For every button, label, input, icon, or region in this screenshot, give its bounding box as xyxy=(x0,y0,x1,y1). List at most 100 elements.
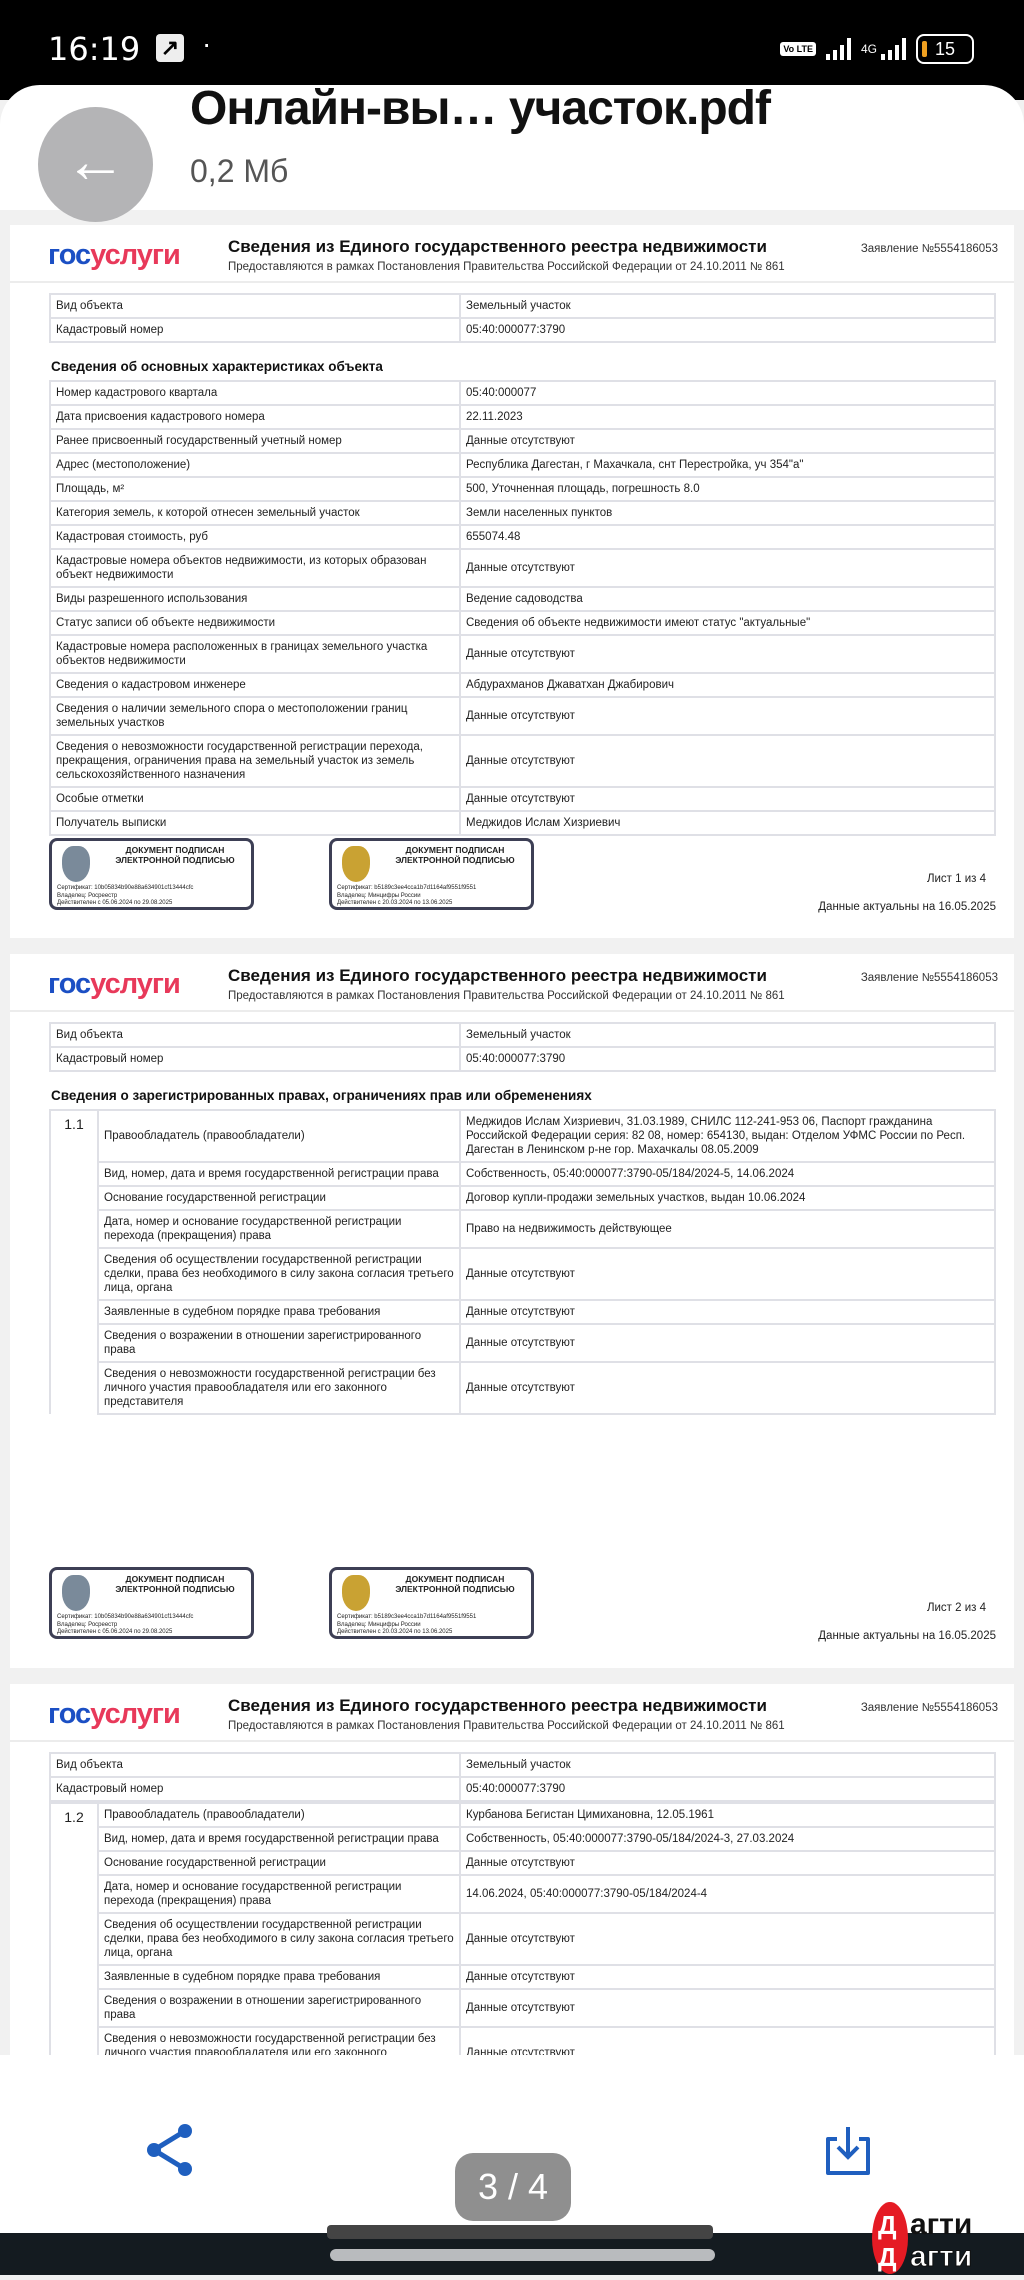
file-size: 0,2 Мб xyxy=(190,153,289,189)
field-value: 05:40:000077:3790 xyxy=(459,317,996,343)
application-number: Заявление №5554186053 xyxy=(860,243,998,255)
field-value: Данные отсутствуют xyxy=(459,1964,996,1990)
field-label: Сведения о кадастровом инженере xyxy=(49,672,461,698)
emblem-icon xyxy=(62,1575,90,1611)
field-value: Данные отсутствуют xyxy=(459,1850,996,1876)
table-row: Дата, номер и основание государственной … xyxy=(50,1874,996,1914)
field-value: Данные отсутствуют xyxy=(459,1912,996,1966)
file-title: Онлайн-вы… участок.pdf xyxy=(190,82,771,135)
field-value: Земельный участок xyxy=(459,1752,996,1778)
field-label: Кадастровый номер xyxy=(49,1776,461,1802)
field-value: 14.06.2024, 05:40:000077:3790-05/184/202… xyxy=(459,1874,996,1914)
table-row: Сведения о кадастровом инженере Абдурахма… xyxy=(49,672,996,698)
table-row: Площадь, м² 500, Уточненная площадь, погр… xyxy=(49,476,996,502)
field-value: Сведения об объекте недвижимости имеют с… xyxy=(459,610,996,636)
field-label: Основание государственной регистрации xyxy=(97,1850,461,1876)
table-row: 1.1 Правообладатель (правообладатели) Медж… xyxy=(49,1109,996,1414)
section-heading: Сведения о зарегистрированных правах, ог… xyxy=(51,1088,592,1103)
sheet-number: Лист 1 из 4 xyxy=(926,873,986,885)
scrollbar[interactable] xyxy=(327,2225,713,2239)
table-row: Сведения о невозможности государственной… xyxy=(50,1361,996,1415)
field-label: Кадастровая стоимость, руб xyxy=(49,524,461,550)
volte-icon: Vo LTE xyxy=(780,42,816,56)
table-row: Сведения о невозможности государственной… xyxy=(50,2026,996,2055)
stamp-validity: Действителен с 20.03.2024 по 13.06.2025 xyxy=(337,1629,453,1635)
field-label: Особые отметки xyxy=(49,786,461,812)
pdf-page: госуслуги Сведения из Единого государств… xyxy=(10,954,1014,1668)
field-value: Ведение садоводства xyxy=(459,586,996,612)
table-row: Вид объекта Земельный участок xyxy=(49,293,996,319)
stamp-validity: Действителен с 05.06.2024 по 29.08.2025 xyxy=(57,1629,173,1635)
field-label: Правообладатель (правообладатели) xyxy=(97,1109,461,1163)
info-table: Вид объекта Земельный участок Кадастровый … xyxy=(49,1022,996,1072)
download-button[interactable] xyxy=(823,2125,873,2182)
table-row: 1.2 Правообладатель (правообладатели) Курб… xyxy=(49,1802,996,2055)
info-table: Номер кадастрового квартала 05:40:000077 Д… xyxy=(49,380,996,836)
notification-dot-icon: · xyxy=(202,28,212,59)
table-row: Сведения о возражении в отношении зареги… xyxy=(50,1323,996,1363)
table-row: Виды разрешенного использования Ведение с… xyxy=(49,586,996,612)
table-row: Кадастровые номера расположенных в грани… xyxy=(49,634,996,674)
field-value: Абдурахманов Джаватхан Джабирович xyxy=(459,672,996,698)
field-label: Сведения об осуществлении государственно… xyxy=(97,1912,461,1966)
table-row: Вид объекта Земельный участок xyxy=(49,1022,996,1048)
stamp-owner: Владелец: Росреестр xyxy=(57,892,118,899)
svg-text:агти: агти xyxy=(910,2240,972,2273)
document-subtitle: Предоставляются в рамках Постановления П… xyxy=(228,261,785,273)
field-value: Данные отсутствуют xyxy=(459,428,996,454)
field-label: Правообладатель (правообладатели) xyxy=(97,1802,461,1828)
field-label: Сведения об осуществлении государственно… xyxy=(97,1247,461,1301)
e-signature-stamp: ДОКУМЕНТ ПОДПИСАН ЭЛЕКТРОННОЙ ПОДПИСЬЮ С… xyxy=(329,838,534,910)
table-row: Ранее присвоенный государственный учетны… xyxy=(49,428,996,454)
stamp-owner: Владелец: Минцифры России xyxy=(337,1621,421,1628)
home-indicator[interactable] xyxy=(330,2249,715,2261)
e-signature-stamp: ДОКУМЕНТ ПОДПИСАН ЭЛЕКТРОННОЙ ПОДПИСЬЮ С… xyxy=(49,838,254,910)
back-button[interactable]: ← xyxy=(38,107,153,222)
svg-text:агти: агти xyxy=(910,2208,972,2241)
field-value: Данные отсутствуют xyxy=(459,634,996,674)
table-row: Сведения о наличии земельного спора о ме… xyxy=(49,696,996,736)
document-header: госуслуги Сведения из Единого государств… xyxy=(10,1684,1014,1742)
table-row: Статус записи об объекте недвижимости Све… xyxy=(49,610,996,636)
field-value: Данные отсутствуют xyxy=(459,1361,996,1415)
field-label: Заявленные в судебном порядке права треб… xyxy=(97,1964,461,1990)
stamp-title: ДОКУМЕНТ ПОДПИСАН ЭЛЕКТРОННОЙ ПОДПИСЬЮ xyxy=(395,845,515,865)
share-button[interactable] xyxy=(145,2122,195,2183)
table-row: Кадастровая стоимость, руб 655074.48 xyxy=(49,524,996,550)
field-label: Основание государственной регистрации xyxy=(97,1185,461,1211)
field-value: 05:40:000077:3790 xyxy=(459,1046,996,1072)
field-label: Сведения о возражении в отношении зареги… xyxy=(97,1988,461,2028)
field-value: Курбанова Бегистан Цимихановна, 12.05.19… xyxy=(459,1802,996,1828)
table-row: Особые отметки Данные отсутствуют xyxy=(49,786,996,812)
table-row: Кадастровые номера объектов недвижимости… xyxy=(49,548,996,588)
field-label: Получатель выписки xyxy=(49,810,461,836)
svg-text:Д: Д xyxy=(878,2210,897,2240)
stamp-certificate: Сертификат: b5189c3ee4cca1b7d1164af9551f… xyxy=(337,1614,477,1620)
field-value: Данные отсутствуют xyxy=(459,2026,996,2055)
stamp-title: ДОКУМЕНТ ПОДПИСАН ЭЛЕКТРОННОЙ ПОДПИСЬЮ xyxy=(115,1574,235,1594)
field-label: Кадастровый номер xyxy=(49,1046,461,1072)
field-value: Данные отсутствуют xyxy=(459,1988,996,2028)
table-row: Сведения о невозможности государственной… xyxy=(49,734,996,788)
stamp-validity: Действителен с 05.06.2024 по 29.08.2025 xyxy=(57,900,173,906)
sheet-number: Лист 2 из 4 xyxy=(926,1602,986,1614)
section-heading: Сведения об основных характеристиках объ… xyxy=(51,359,383,374)
table-row: Дата присвоения кадастрового номера 22.11… xyxy=(49,404,996,430)
table-row: Категория земель, к которой отнесен земе… xyxy=(49,500,996,526)
table-row: Заявленные в судебном порядке права треб… xyxy=(50,1299,996,1325)
data-actual-date: Данные актуальны на 16.05.2025 xyxy=(818,901,996,913)
field-value: Земельный участок xyxy=(459,293,996,319)
gosuslugi-logo: госуслуги xyxy=(48,968,181,1000)
field-label: Вид, номер, дата и время государственной… xyxy=(97,1161,461,1187)
status-time: 16:19 xyxy=(48,30,141,68)
field-value: Данные отсутствуют xyxy=(459,734,996,788)
record-number: 1.2 xyxy=(49,1802,99,2055)
info-table: Вид объекта Земельный участок Кадастровый … xyxy=(49,1752,996,1802)
document-title: Сведения из Единого государственного рее… xyxy=(228,1696,767,1715)
signal-icon-2 xyxy=(881,38,906,60)
stamp-certificate: Сертификат: 10b05834b90e88a634901cf13444… xyxy=(57,1614,194,1620)
stamp-certificate: Сертификат: 10b05834b90e88a634901cf13444… xyxy=(57,885,194,891)
table-row: Получатель выписки Меджидов Ислам Хизриев… xyxy=(49,810,996,836)
field-label: Дата, номер и основание государственной … xyxy=(97,1209,461,1249)
